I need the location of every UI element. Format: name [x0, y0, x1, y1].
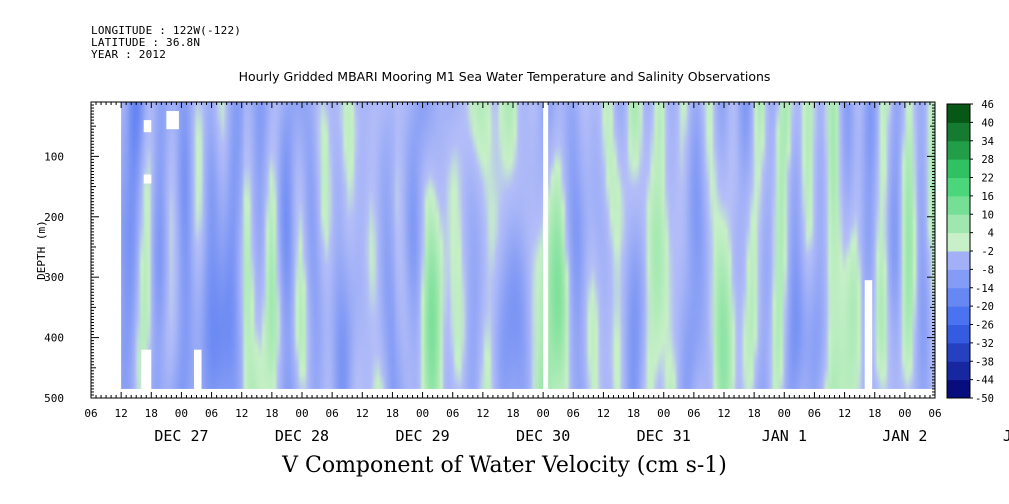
colorbar-swatch	[947, 251, 970, 270]
colorbar-swatch	[947, 177, 970, 197]
x-hour-label: 12	[597, 407, 610, 420]
colorbar-label: 28	[981, 154, 994, 166]
colorbar-label: -32	[975, 338, 994, 350]
colorbar-swatch	[947, 195, 970, 215]
colorbar-label: 16	[981, 191, 994, 203]
x-hour-label: 06	[928, 407, 941, 420]
heatmap-field	[121, 102, 935, 389]
colorbar-swatch	[947, 232, 970, 252]
colorbar-swatch	[947, 361, 970, 381]
heatmap-image	[121, 102, 935, 389]
colorbar-swatch	[947, 122, 970, 142]
y-tick-label: 500	[44, 392, 64, 405]
colorbar-label: 4	[988, 228, 994, 240]
x-hour-label: 18	[868, 407, 881, 420]
colorbar-swatch	[947, 342, 970, 362]
x-hour-label: 12	[356, 407, 369, 420]
colorbar-swatch	[947, 214, 970, 234]
data-gap	[864, 280, 873, 392]
x-hour-label: 06	[205, 407, 218, 420]
variable-title: V Component of Water Velocity (cm s-1)	[282, 453, 727, 478]
colorbar-label: 40	[981, 117, 994, 129]
y-tick-label: 100	[44, 150, 64, 163]
longitude-label: LONGITUDE : 122W(-122)	[91, 24, 242, 37]
x-hour-label: 18	[386, 407, 399, 420]
data-gap	[847, 102, 855, 104]
colorbar-label: 10	[981, 209, 994, 221]
chart-title: Hourly Gridded MBARI Mooring M1 Sea Wate…	[238, 69, 771, 84]
colorbar-swatch	[947, 287, 970, 307]
y-axis: 100 200 300 400 500 DEPTH (m)	[35, 104, 935, 405]
x-day-label: JAN 1	[762, 427, 807, 445]
data-gap	[141, 349, 152, 392]
x-hour-label: 12	[476, 407, 489, 420]
y-tick-label: 400	[44, 332, 64, 345]
x-hour-label: 18	[627, 407, 640, 420]
x-hour-label: 06	[687, 407, 700, 420]
colorbar-label: -44	[975, 375, 994, 387]
x-hour-label: 00	[898, 407, 911, 420]
x-hour-label: 00	[295, 407, 308, 420]
y-axis-label: DEPTH (m)	[35, 220, 48, 280]
colorbar-label: -20	[975, 301, 994, 313]
latitude-label: LATITUDE : 36.8N	[91, 36, 201, 49]
x-day-label: JAN 3	[1003, 427, 1009, 445]
colorbar-swatch	[947, 269, 970, 289]
x-hour-label: 06	[808, 407, 821, 420]
x-hour-label: 12	[717, 407, 730, 420]
colorbar-swatch	[947, 159, 970, 178]
x-hour-label: 00	[657, 407, 670, 420]
colorbar-swatch	[947, 379, 970, 399]
year-label: YEAR : 2012	[91, 48, 167, 61]
x-day-label: DEC 29	[395, 427, 449, 445]
data-gap	[143, 174, 152, 184]
colorbar-label: 46	[981, 99, 994, 111]
data-gap	[166, 111, 179, 130]
x-hour-label: 18	[748, 407, 761, 420]
x-hour-label: 06	[446, 407, 459, 420]
colorbar-label: -8	[981, 264, 994, 276]
colorbar-swatch	[947, 324, 970, 344]
x-hour-label: 00	[175, 407, 188, 420]
x-axis: 06 12 18 00 06 12 18 00 06 12 18 00 06 12 18 00 06 12 18 00…	[84, 102, 1009, 445]
x-day-label: DEC 28	[275, 427, 329, 445]
y-tick-label: 200	[44, 211, 64, 224]
x-day-label: DEC 27	[154, 427, 208, 445]
x-hour-label: 18	[145, 407, 158, 420]
x-hour-label: 00	[416, 407, 429, 420]
data-gap	[543, 102, 549, 392]
x-hour-label: 06	[84, 407, 97, 420]
x-hour-label: 18	[265, 407, 278, 420]
x-day-label: DEC 31	[637, 427, 691, 445]
colorbar: 46 40 34 28 22 16 10 4 -2 -8 -14 -20 -26 -32 -38 -44 -50	[946, 99, 994, 405]
colorbar-label: -26	[975, 320, 994, 332]
x-hour-label: 00	[537, 407, 550, 420]
x-hour-label: 18	[506, 407, 519, 420]
colorbar-label: 22	[981, 173, 994, 185]
colorbar-swatch	[947, 140, 970, 160]
missing-data-gaps	[141, 102, 873, 392]
x-hour-label: 12	[115, 407, 128, 420]
colorbar-label: -14	[975, 283, 994, 295]
colorbar-label: 34	[981, 136, 994, 148]
colorbar-swatch	[947, 306, 970, 325]
x-day-label: JAN 2	[882, 427, 927, 445]
colorbar-label: -2	[981, 246, 994, 258]
x-day-label: DEC 30	[516, 427, 570, 445]
x-hour-label: 12	[235, 407, 248, 420]
x-hour-label: 12	[838, 407, 851, 420]
colorbar-label: -38	[975, 356, 994, 368]
x-hour-label: 00	[778, 407, 791, 420]
colorbar-label: -50	[975, 393, 994, 405]
x-hour-label: 06	[567, 407, 580, 420]
y-tick-label: 300	[44, 271, 64, 284]
data-gap	[143, 120, 152, 133]
x-hour-label: 06	[326, 407, 339, 420]
data-gap	[193, 349, 202, 392]
colorbar-swatch	[947, 104, 970, 123]
